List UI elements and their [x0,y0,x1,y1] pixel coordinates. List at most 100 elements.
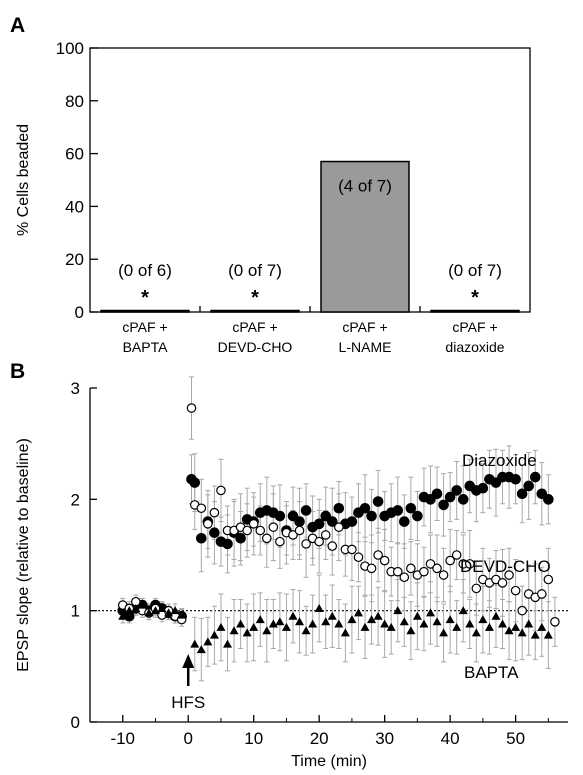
category-label: L-NAME [339,339,392,355]
bapta-point [262,626,272,635]
devd-cho-point [510,585,521,596]
devd-cho-point [242,525,252,536]
devd-cho-point [203,519,213,529]
bapta-point [393,606,403,615]
devd-cho-point [373,550,383,560]
bapta-point [268,619,278,628]
bapta-point [524,619,534,628]
bapta-point [314,603,324,612]
diazoxide-point [510,473,521,485]
count-annotation: (0 of 6) [118,261,172,280]
y-tick-label: 2 [71,490,80,509]
bapta-point [321,617,331,626]
diazoxide-point [274,510,286,522]
hfs-arrow-icon [182,654,195,668]
diazoxide-point [529,471,541,483]
y-tick-label: 40 [65,197,84,216]
y-tick-label: 20 [65,250,84,269]
bapta-point [177,610,187,619]
devd-cho-point [216,485,226,496]
bapta-point [295,617,305,626]
bar-1 [210,309,300,313]
bapta-point [236,619,246,628]
count-annotation: (0 of 7) [228,261,282,280]
devd-cho-point [275,536,285,547]
category-label: cPAF + [452,319,497,335]
diazoxide-point [333,502,345,514]
category-label: DEVD-CHO [218,339,293,355]
x-axis-title: Time (min) [291,753,367,770]
devd-cho-point [517,605,527,616]
bapta-point [452,622,462,631]
x-tick-label: 30 [375,729,394,748]
bapta-point [229,626,239,635]
y-tick-label: 100 [56,39,84,58]
bapta-point [498,619,508,628]
bapta-point [131,603,141,612]
devd-cho-point [196,503,207,514]
devd-cho-point [425,559,436,569]
diazoxide-point [366,510,377,522]
devd-cho-point [537,589,547,599]
diazoxide-point [399,516,410,527]
series-label-devd-cho: DEVD-CHO [460,557,551,576]
devd-cho-point [314,536,324,547]
bapta-point [275,617,285,626]
devd-cho-point [347,544,357,555]
category-label: cPAF + [232,319,277,335]
bapta-point [340,628,350,637]
diazoxide-point [189,477,201,488]
category-label: diazoxide [445,339,504,355]
bapta-point [144,608,154,617]
bapta-point [150,606,160,615]
bapta-point [353,608,363,617]
devd-cho-point [432,563,442,574]
bapta-point [118,611,128,620]
devd-cho-point [353,552,364,563]
bapta-point [543,630,553,639]
devd-cho-point [464,559,475,569]
bapta-point [157,603,167,612]
bapta-point [425,608,435,617]
significance-star: * [471,287,479,309]
bar-0 [100,309,190,313]
bapta-point [124,606,134,615]
bapta-point [327,611,337,620]
bapta-point [334,619,344,628]
diazoxide-point [405,502,417,514]
diazoxide-point [294,516,305,527]
bapta-point [170,606,180,615]
bapta-point [484,622,494,631]
bapta-point [223,639,233,648]
diazoxide-point [392,505,404,516]
bapta-point [255,615,265,624]
bapta-point [504,626,514,635]
devd-cho-point [497,578,508,588]
devd-cho-point [327,541,338,551]
devd-cho-point [255,525,266,536]
diazoxide-point [196,533,207,544]
devd-cho-point [248,519,259,529]
hfs-label: HFS [171,693,205,712]
significance-star: * [141,287,149,309]
bapta-point [478,615,488,624]
bapta-point [511,622,521,631]
diazoxide-point [523,480,535,492]
diazoxide-point [235,533,246,544]
devd-cho-point [186,403,197,413]
bapta-point [380,619,390,628]
count-annotation: (4 of 7) [338,177,392,196]
diazoxide-point [438,499,449,511]
devd-cho-point [406,563,416,574]
bapta-point [216,622,226,631]
bapta-point [301,626,311,635]
diazoxide-point [543,494,554,505]
devd-cho-point [445,555,455,566]
y-tick-label: 80 [65,92,84,111]
diazoxide-point [372,496,384,507]
bapta-point [209,630,219,639]
bapta-point [445,615,455,624]
series-label-diazoxide: Diazoxide [462,451,537,470]
category-label: cPAF + [342,319,387,335]
devd-cho-point [451,550,462,560]
